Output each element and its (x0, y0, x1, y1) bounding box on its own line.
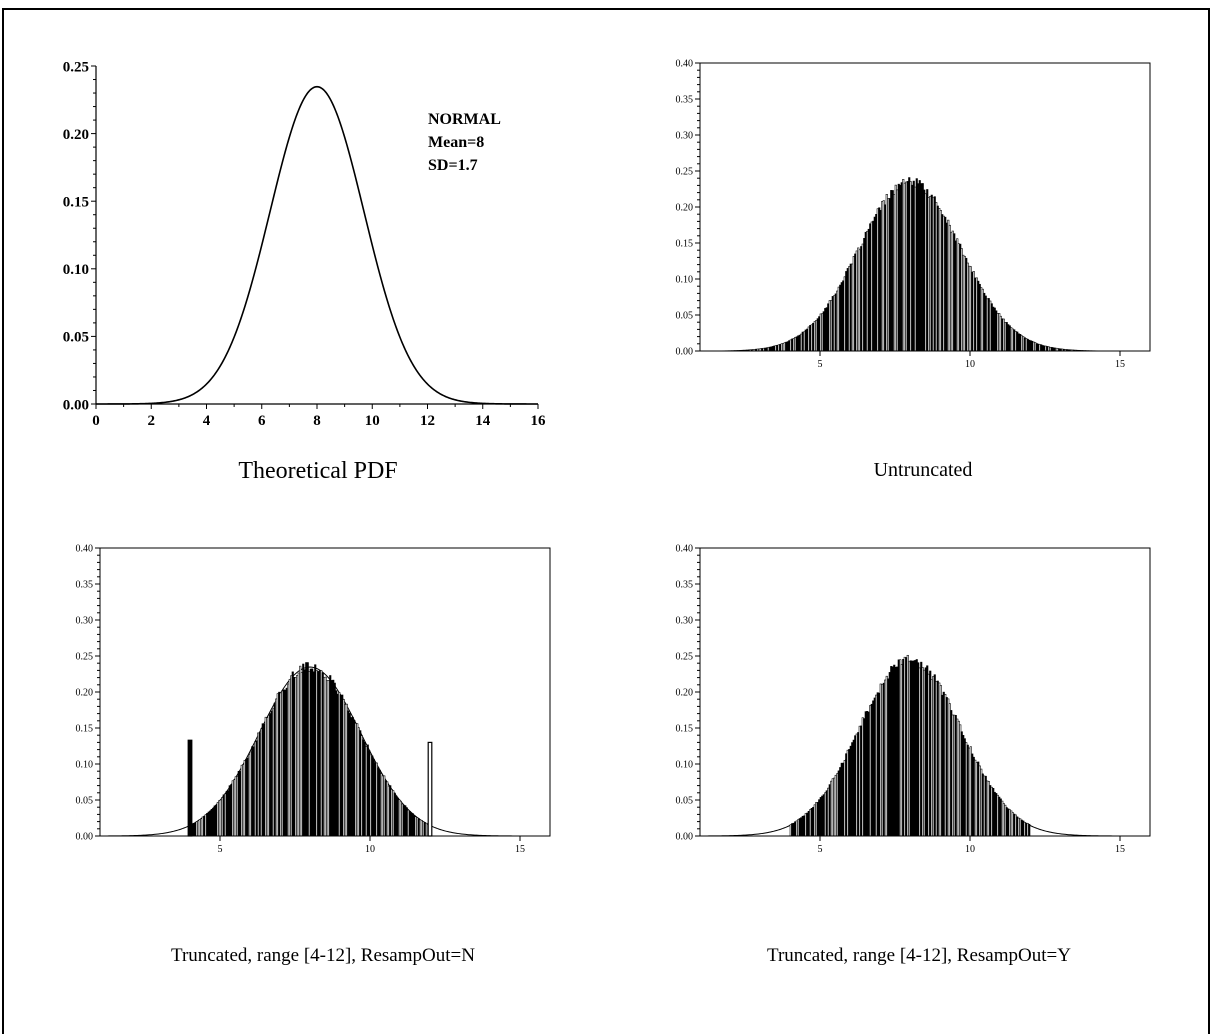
y-tick-label: 0.35 (676, 580, 694, 591)
pdf-curve (95, 85, 539, 405)
x-tick-label: 14 (475, 413, 491, 429)
chart-truncated-resamp-n: 0.00 0.05 0.10 0.15 0.20 0.25 0.30 0.35 0.40 5 10 1… (76, 544, 551, 855)
y-tick-label: 0.10 (676, 760, 694, 771)
y-tick-label: 0.40 (76, 544, 94, 555)
y-tick-label: 0.00 (76, 832, 94, 843)
y-tick-label: 0.40 (676, 544, 694, 555)
y-tick-label: 0.15 (676, 724, 694, 735)
chart-untruncated: 0.00 0.05 0.10 0.15 0.20 0.25 0.30 0.35 0.40 5 10 1… (676, 59, 1151, 370)
annotation-label: NORMAL (428, 111, 501, 128)
x-tick-label: 2 (148, 413, 156, 429)
caption-truncated-resamp-n: Truncated, range [4-12], ResampOut=N (171, 945, 475, 966)
x-tick-label: 8 (313, 413, 321, 429)
y-tick-label: 0.00 (676, 347, 694, 358)
chart-truncated-resamp-y: 0.00 0.05 0.10 0.15 0.20 0.25 0.30 0.35 0.40 5 10 1… (676, 544, 1151, 855)
histogram-bar (1028, 823, 1031, 837)
y-tick-label: 0.30 (676, 616, 694, 627)
x-tick-label: 6 (258, 413, 266, 429)
y-tick-label: 0.35 (76, 580, 94, 591)
y-tick-label: 0.10 (676, 275, 694, 286)
y-tick-label: 0.25 (63, 59, 89, 75)
x-tick-label: 15 (1115, 844, 1125, 855)
y-tick-label: 0.10 (63, 262, 89, 278)
y-tick-label: 0.15 (63, 194, 89, 210)
y-tick-label: 0.05 (63, 330, 89, 346)
y-tick-label: 0.20 (676, 688, 694, 699)
annotation-label: Mean=8 (428, 134, 484, 151)
x-tick-label: 4 (203, 413, 211, 429)
y-tick-label: 0.20 (676, 203, 694, 214)
x-tick-label: 5 (218, 844, 223, 855)
x-tick-label: 10 (365, 413, 380, 429)
x-tick-label: 10 (965, 844, 975, 855)
y-tick-label: 0.30 (676, 131, 694, 142)
x-tick-label: 10 (965, 359, 975, 370)
y-tick-label: 0.00 (676, 832, 694, 843)
y-tick-label: 0.15 (76, 724, 94, 735)
chart-theoretical-pdf: 0.00 0.05 0.10 0.15 0.20 0.25 0 2 4 6 8 10 12 14 16 NOR… (63, 59, 547, 429)
y-tick-label: 0.20 (63, 127, 89, 143)
edge-spike-bar (427, 741, 433, 837)
y-tick-label: 0.10 (76, 760, 94, 771)
y-tick-label: 0.05 (676, 796, 694, 807)
y-tick-label: 0.15 (676, 239, 694, 250)
caption-untruncated: Untruncated (873, 459, 973, 481)
caption-truncated-resamp-y: Truncated, range [4-12], ResampOut=Y (767, 945, 1071, 966)
x-tick-label: 12 (420, 413, 435, 429)
y-tick-label: 0.40 (676, 59, 694, 70)
y-tick-label: 0.05 (76, 796, 94, 807)
y-tick-label: 0.25 (676, 652, 694, 663)
density-envelope (100, 666, 550, 837)
y-tick-label: 0.20 (76, 688, 94, 699)
x-tick-label: 10 (365, 844, 375, 855)
y-tick-label: 0.35 (676, 95, 694, 106)
x-tick-label: 5 (818, 359, 823, 370)
y-tick-label: 0.25 (676, 167, 694, 178)
y-tick-label: 0.05 (676, 311, 694, 322)
x-tick-label: 15 (1115, 359, 1125, 370)
x-tick-label: 5 (818, 844, 823, 855)
x-tick-label: 16 (531, 413, 547, 429)
x-tick-label: 15 (515, 844, 525, 855)
annotation-label: SD=1.7 (428, 157, 478, 174)
x-tick-label: 0 (92, 413, 100, 429)
edge-spike-bar (187, 739, 193, 837)
caption-theoretical-pdf: Theoretical PDF (238, 458, 398, 484)
figure-frame (2, 8, 1210, 1034)
y-tick-label: 0.00 (63, 397, 89, 413)
y-tick-label: 0.30 (76, 616, 94, 627)
y-tick-label: 0.25 (76, 652, 94, 663)
